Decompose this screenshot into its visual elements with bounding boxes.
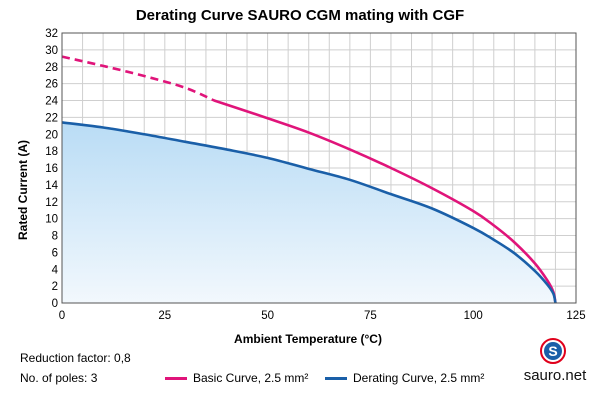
y-tick-label: 20 — [45, 129, 58, 141]
y-tick-label: 2 — [52, 281, 58, 293]
series-line-basic — [213, 99, 557, 304]
y-tick-label: 0 — [52, 298, 58, 310]
y-tick-label: 28 — [45, 62, 58, 74]
x-tick-label: 25 — [158, 310, 171, 322]
y-tick-label: 32 — [45, 28, 58, 40]
legend-label-derating: Derating Curve, 2.5 mm² — [353, 371, 485, 385]
y-tick-label: 30 — [45, 45, 58, 57]
legend-label-basic: Basic Curve, 2.5 mm² — [193, 371, 309, 385]
y-tick-label: 24 — [45, 96, 58, 108]
series-line-derating — [61, 121, 557, 304]
y-tick-label: 10 — [45, 214, 58, 226]
y-tick-label: 22 — [45, 112, 58, 124]
x-axis-label: Ambient Temperature (°C) — [234, 332, 382, 346]
legend-item-derating-curve: Derating Curve, 2.5 mm² — [325, 371, 484, 385]
logo-text: sauro.net — [523, 367, 587, 384]
plot-frame — [61, 32, 577, 304]
series-line-basic-dashed — [61, 55, 215, 102]
y-axis-label: Rated Current (A) — [16, 140, 30, 240]
y-tick-label: 4 — [52, 264, 59, 276]
area-layer — [62, 122, 556, 303]
chart-title: Derating Curve SAURO CGM mating with CGF — [136, 7, 464, 24]
y-tick-label: 14 — [45, 180, 58, 192]
legend-swatch-basic — [165, 376, 187, 380]
y-tick-label: 8 — [52, 231, 58, 243]
x-tick-labels: 0 25 50 75 100 125 — [59, 310, 586, 322]
series-layer — [61, 55, 557, 304]
y-tick-label: 12 — [45, 197, 58, 209]
x-tick-label: 50 — [261, 310, 274, 322]
y-tick-label: 26 — [45, 79, 58, 91]
svg-text:S: S — [548, 343, 557, 359]
sauro-logo-mark: S — [540, 338, 566, 364]
x-tick-label: 100 — [464, 310, 483, 322]
y-tick-label: 6 — [52, 247, 58, 259]
reduction-factor-label: Reduction factor: 0,8 — [20, 351, 131, 365]
y-tick-label: 18 — [45, 146, 58, 158]
x-tick-label: 75 — [364, 310, 377, 322]
x-tick-label: 0 — [59, 310, 65, 322]
y-tick-label: 16 — [45, 163, 58, 175]
derating-area-fill — [62, 122, 556, 303]
sauro-logo: S sauro.net — [520, 338, 590, 392]
poles-label: No. of poles: 3 — [20, 371, 98, 385]
x-tick-label: 125 — [566, 310, 585, 322]
legend-item-basic-curve: Basic Curve, 2.5 mm² — [165, 371, 308, 385]
legend-swatch-derating — [325, 376, 347, 380]
